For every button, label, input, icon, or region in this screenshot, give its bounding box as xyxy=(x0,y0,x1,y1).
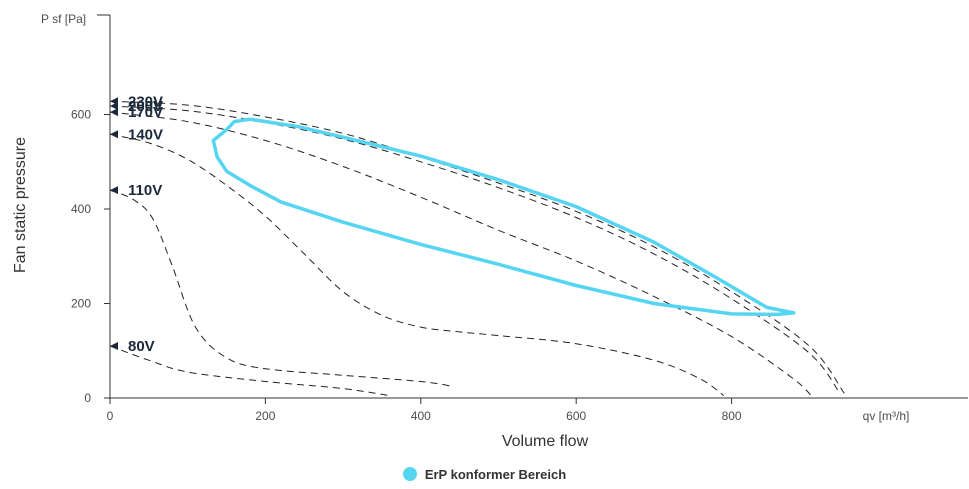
curve-170V xyxy=(109,111,814,399)
curve-label-140V: 140V xyxy=(128,126,163,143)
curve-arrow-icon xyxy=(110,130,118,139)
curve-140V xyxy=(109,133,725,397)
y-axis-unit-label: P sf [Pa] xyxy=(41,12,86,26)
y-axis: 0 200 400 600 xyxy=(71,14,111,405)
legend-label: ErP konformer Bereich xyxy=(424,467,567,483)
curve-label-170V: 170V xyxy=(128,104,163,121)
x-tick-label: 400 xyxy=(411,409,431,423)
x-tick-label: 200 xyxy=(255,409,275,423)
erp-region xyxy=(211,117,796,317)
x-axis-unit-label: qv [m³/h] xyxy=(863,409,910,423)
x-axis: 0 200 400 600 800 xyxy=(107,397,968,423)
curve-label-230V: 230V xyxy=(128,93,163,110)
x-tick-label: 600 xyxy=(566,409,586,423)
voltage-curves xyxy=(109,100,845,399)
legend: ErP konformer Bereich xyxy=(0,466,969,482)
x-tick-label: 0 xyxy=(107,409,114,423)
y-tick-label: 600 xyxy=(71,108,91,122)
curve-arrow-icon xyxy=(110,102,118,110)
curve-label-80V: 80V xyxy=(128,338,155,355)
y-tick-label: 200 xyxy=(71,297,91,311)
curve-arrow-icon xyxy=(110,108,118,117)
y-tick-label: 0 xyxy=(84,391,91,405)
curve-200V xyxy=(109,105,841,395)
curve-arrow-icon xyxy=(110,342,118,350)
y-tick-label: 400 xyxy=(71,202,91,216)
curve-230V xyxy=(109,100,845,394)
x-tick-label: 800 xyxy=(722,409,742,423)
curve-label-110V: 110V xyxy=(128,182,162,199)
y-axis-title: Fan static pressure xyxy=(12,137,29,273)
legend-dot-icon xyxy=(402,466,417,481)
curve-arrow-icon xyxy=(110,186,118,195)
erp-region-outline xyxy=(211,117,796,317)
curve-80V xyxy=(109,345,390,397)
curve-110V xyxy=(109,189,452,387)
x-axis-title: Volume flow xyxy=(502,433,589,450)
curve-label-200V: 200V xyxy=(128,98,163,115)
